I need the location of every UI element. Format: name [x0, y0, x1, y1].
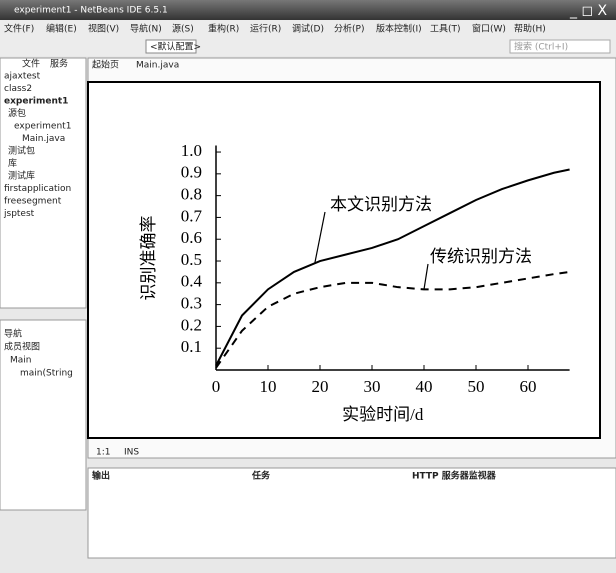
x-tick-label: 50	[468, 377, 485, 396]
y-tick-label: 0.8	[181, 185, 202, 204]
bottom-tab[interactable]: HTTP 服务器监视器	[412, 470, 497, 482]
search: 搜索 (Ctrl+I)	[514, 41, 568, 53]
panel-tab[interactable]: 文件	[22, 58, 40, 70]
menu-item[interactable]: 帮助(H)	[514, 23, 546, 35]
status-item: 1:1	[96, 448, 110, 458]
y-tick-label: 0.6	[181, 228, 202, 247]
y-tick-label: 0.9	[181, 163, 202, 182]
menu-item[interactable]: 文件(F)	[4, 23, 34, 35]
menu-item[interactable]: 窗口(W)	[472, 23, 506, 35]
tree-item[interactable]: 测试包	[8, 145, 35, 157]
tree-item[interactable]: 源包	[8, 107, 26, 119]
menu-item[interactable]: 视图(V)	[88, 23, 119, 35]
output-panel	[88, 468, 616, 558]
menu-item[interactable]: 版本控制(I)	[376, 23, 422, 35]
tree-item[interactable]: jsptest	[3, 209, 35, 219]
tree-item[interactable]: 库	[8, 157, 17, 169]
status-item: INS	[124, 448, 139, 458]
menu-item[interactable]: 分析(P)	[334, 23, 364, 35]
page: {"window": {"title": "experiment1 - NetB…	[0, 0, 616, 573]
navigator-item: 导航	[4, 328, 22, 340]
navigator-item[interactable]: Main	[10, 356, 32, 366]
y-tick-label: 1.0	[181, 141, 202, 160]
bottom-tab[interactable]: 输出	[92, 470, 110, 482]
tree-item[interactable]: freesegment	[4, 197, 62, 207]
navigator-item[interactable]: main(String	[20, 369, 73, 379]
x-tick-label: 40	[416, 377, 433, 396]
config: <默认配置>	[150, 41, 201, 53]
menu-item[interactable]: 运行(R)	[250, 23, 281, 35]
tree-item[interactable]: ajaxtest	[4, 72, 41, 82]
project-panel	[0, 58, 86, 308]
screenshot: experiment1 - NetBeans IDE 6.5.1 _ ◻ X 文…	[0, 0, 616, 573]
y-tick-label: 0.7	[181, 206, 203, 225]
tree-item[interactable]: experiment1	[4, 97, 68, 107]
series-label: 本文识别方法	[330, 195, 432, 214]
y-tick-label: 0.4	[181, 272, 203, 291]
y-tick-label: 0.2	[181, 315, 202, 334]
x-tick-label: 30	[364, 377, 381, 396]
window-controls[interactable]: _ ◻ X	[569, 3, 608, 19]
menu-item[interactable]: 工具(T)	[430, 24, 461, 35]
menu-item[interactable]: 重构(R)	[208, 23, 239, 35]
window-title: experiment1 - NetBeans IDE 6.5.1	[14, 6, 168, 16]
y-axis-label: 识别准确率	[139, 216, 158, 301]
x-tick-label: 0	[212, 377, 221, 396]
panel-tab[interactable]: 服务	[50, 58, 68, 70]
x-tick-label: 60	[520, 377, 537, 396]
menu-item[interactable]: 导航(N)	[130, 23, 162, 35]
menu-item[interactable]: 编辑(E)	[46, 23, 77, 35]
series-label: 传统识别方法	[430, 247, 532, 266]
tree-item[interactable]: experiment1	[14, 122, 71, 132]
y-tick-label: 0.3	[181, 294, 202, 313]
navigator-item: 成员视图	[4, 341, 40, 353]
y-tick-label: 0.1	[181, 337, 202, 356]
tree-item[interactable]: Main.java	[22, 134, 65, 144]
y-tick-label: 0.5	[181, 250, 202, 269]
tree-item[interactable]: 测试库	[8, 170, 35, 182]
x-axis-label: 实验时间/d	[342, 405, 424, 424]
editor-tab[interactable]: Main.java	[136, 61, 179, 71]
editor-tab[interactable]: 起始页	[92, 59, 119, 71]
x-tick-label: 10	[260, 377, 277, 396]
tree-item[interactable]: firstapplication	[4, 184, 71, 194]
tree-item[interactable]: class2	[4, 84, 32, 94]
x-tick-label: 20	[312, 377, 329, 396]
menu-item[interactable]: 源(S)	[172, 24, 194, 35]
menu-item[interactable]: 调试(D)	[292, 23, 324, 35]
bottom-tab[interactable]: 任务	[251, 470, 271, 482]
